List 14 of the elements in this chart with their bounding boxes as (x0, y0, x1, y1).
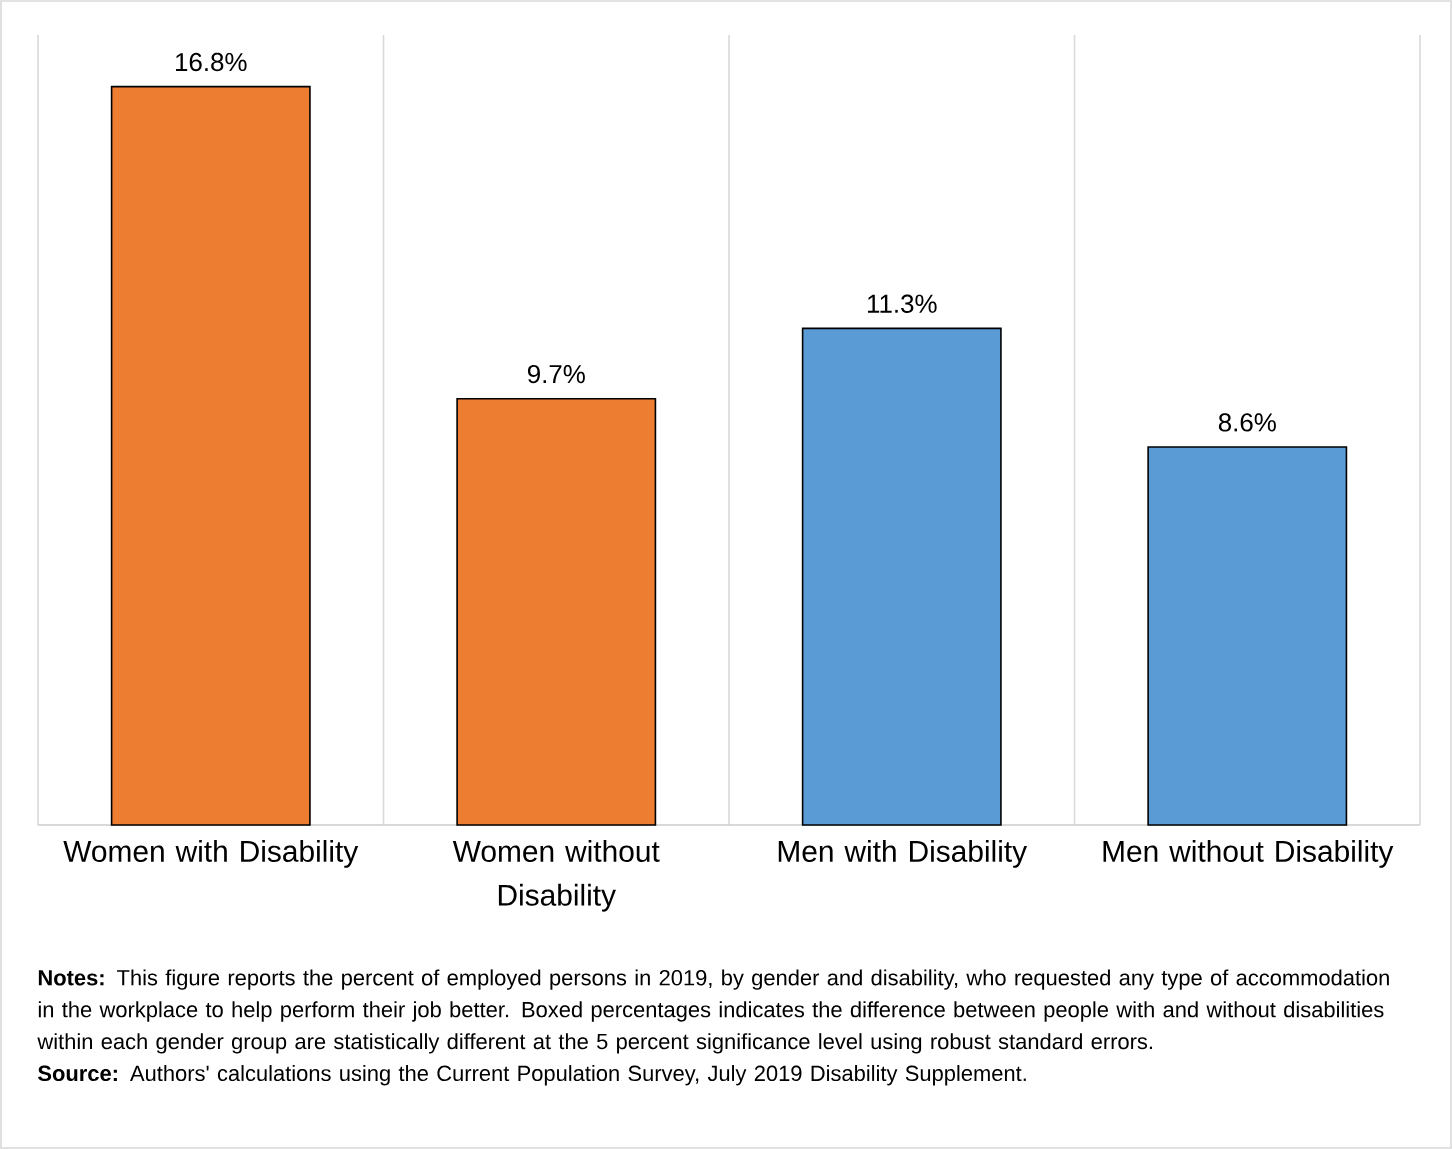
text: Source: Authors' calculations using the Current Population Survey, July 2019 Disability Supplement. (38, 1065, 1026, 1086)
x-tick-label: Men with Disability (778, 840, 1028, 868)
x-tick-label: Women without Disability (452, 840, 660, 912)
data-label: 11.3% (867, 294, 937, 313)
text: Notes: This figure reports the percent of employed persons in 2019, by gender and disability, who requested any type of accommodation in the workplace to help perform their job better. Boxed percentages indicates the difference between people with and without disabilities within each gender group are statistically different at the 5 percent significance level using robust standard errors. (37, 969, 1389, 1054)
bar (801, 327, 1002, 826)
bar (1147, 446, 1348, 826)
bar (110, 85, 311, 826)
data-label: 8.6% (1218, 413, 1276, 432)
bar (456, 397, 657, 826)
data-label: 16.8% (176, 52, 247, 72)
data-label: 9.7% (527, 364, 585, 384)
x-tick-label: Men without Disability (1103, 840, 1394, 868)
x-tick-label: Women with Disability (63, 840, 359, 868)
